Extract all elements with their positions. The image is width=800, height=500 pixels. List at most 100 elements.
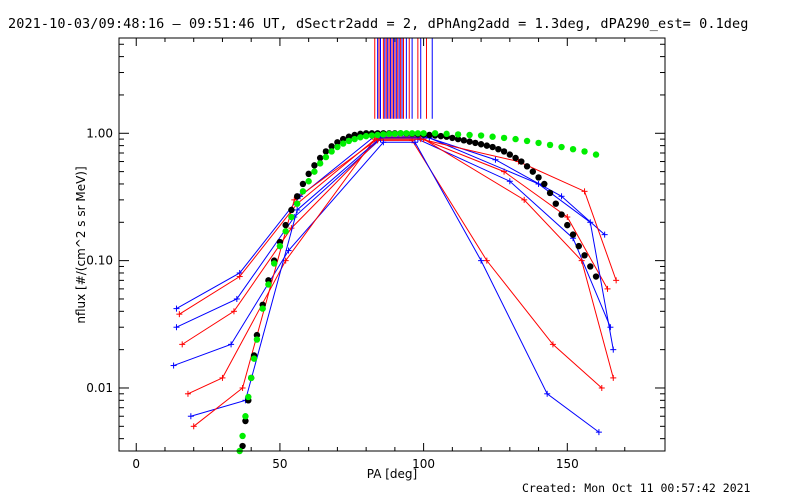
green-model-point [276, 242, 284, 250]
black-model-point [569, 231, 577, 238]
black-model-point [449, 134, 456, 142]
green-model-point [523, 137, 531, 145]
black-model-point [495, 145, 502, 153]
measured-series-line [179, 136, 608, 315]
black-model-point [426, 131, 433, 139]
plus-marker [236, 273, 243, 280]
black-model-point [466, 138, 473, 145]
measured-series-line [190, 137, 614, 417]
black-model-point [454, 135, 462, 143]
green-model-point [466, 131, 473, 139]
plus-marker [607, 324, 614, 331]
black-model-point [316, 154, 324, 162]
green-model-point [288, 213, 295, 221]
plus-marker [478, 257, 485, 264]
black-model-point [288, 206, 295, 214]
green-model-point [316, 160, 324, 167]
plus-marker [173, 324, 180, 331]
measured-series-line [173, 141, 600, 433]
green-model-point [311, 168, 318, 175]
y-axis-label: nflux [#/(cm^2 s sr MeV)] [74, 166, 88, 323]
vertical-markers [374, 38, 433, 119]
green-model-point [380, 131, 387, 138]
plus-marker [578, 257, 585, 264]
black-model-point [322, 148, 330, 155]
green-model-point [239, 432, 246, 440]
model-curves [236, 130, 600, 455]
black-model-point [535, 174, 542, 181]
green-model-point [581, 148, 588, 155]
green-model-point [569, 145, 577, 153]
y-tick-label: 0.10 [86, 254, 113, 268]
x-tick-label: 100 [412, 457, 435, 471]
black-model-point [477, 141, 485, 148]
green-model-point [282, 228, 289, 235]
green-model-point [391, 130, 399, 138]
black-model-point [305, 170, 312, 178]
plus-marker [613, 277, 620, 284]
black-model-point [546, 189, 554, 197]
black-model-point [339, 135, 347, 143]
plus-marker [492, 156, 499, 163]
green-model-point [253, 336, 261, 343]
plus-marker [581, 188, 588, 195]
plus-marker [417, 136, 424, 143]
plus-marker [558, 193, 565, 200]
plus-marker [598, 384, 605, 391]
black-model-point [239, 442, 246, 450]
plus-marker [604, 285, 611, 292]
green-model-point [322, 153, 330, 161]
plot-frame [118, 37, 666, 452]
green-model-point [443, 130, 450, 138]
measured-series-line [181, 139, 603, 389]
plus-marker [230, 308, 237, 315]
black-model-point [483, 142, 491, 149]
black-model-point [523, 163, 531, 170]
black-model-point [489, 143, 496, 151]
black-model-point [512, 154, 519, 162]
black-model-point [293, 193, 301, 200]
green-model-point [477, 132, 485, 139]
plus-marker [219, 374, 226, 381]
black-model-point [552, 200, 559, 207]
green-model-point [431, 130, 439, 137]
green-model-point [242, 413, 249, 420]
plus-marker [179, 341, 186, 348]
green-model-point [420, 130, 427, 137]
black-model-point [253, 331, 261, 339]
plus-marker [549, 341, 556, 348]
y-tick-label: 0.01 [86, 381, 113, 395]
y-tick-label: 1.00 [86, 126, 113, 140]
created-timestamp: Created: Mon Oct 11 00:57:42 2021 [522, 481, 751, 495]
plus-marker [190, 423, 197, 430]
green-model-point [245, 393, 252, 401]
black-model-point [282, 221, 289, 229]
green-model-point [500, 134, 508, 142]
plus-marker [544, 390, 551, 397]
plus-marker [170, 362, 177, 369]
black-model-point [529, 168, 537, 175]
black-model-point [541, 180, 548, 188]
x-tick-label: 50 [272, 457, 287, 471]
plus-marker [595, 429, 602, 436]
green-model-point [408, 130, 416, 137]
plus-marker [564, 214, 571, 221]
green-model-point [328, 148, 335, 155]
plus-marker [239, 384, 246, 391]
green-model-point [489, 133, 496, 140]
plus-marker [380, 139, 387, 146]
plus-marker [506, 178, 513, 185]
plus-marker [411, 139, 418, 146]
black-model-point [518, 158, 525, 165]
black-model-point [500, 148, 508, 155]
black-model-point [334, 139, 341, 146]
green-model-point [299, 188, 307, 195]
green-model-point [558, 143, 565, 151]
green-model-point [334, 143, 341, 151]
x-axis-label: PA [deg] [367, 467, 417, 481]
green-model-point [362, 132, 370, 140]
measured-series-line [193, 138, 617, 427]
plus-marker [187, 413, 194, 420]
green-model-point [374, 131, 381, 139]
